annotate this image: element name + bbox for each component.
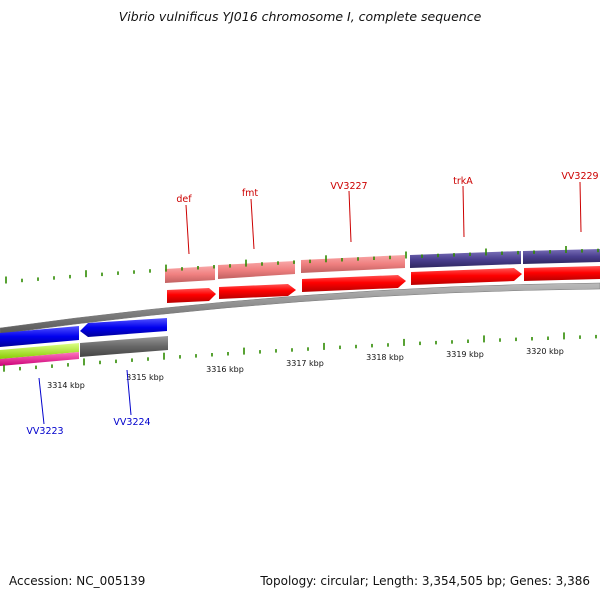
position-label: 3320 kbp bbox=[526, 347, 564, 356]
gene-feature[interactable] bbox=[301, 255, 405, 273]
label-leader-line bbox=[250, 198, 255, 250]
position-labels: 3314 kbp 3315 kbp 3316 kbp 3317 kbp 3318… bbox=[47, 347, 564, 390]
cds-arrow[interactable] bbox=[219, 284, 296, 299]
reverse-gene-labels: VV3223 VV3224 bbox=[26, 369, 151, 437]
map-title: Vibrio vulnificus YJ016 chromosome I, co… bbox=[118, 9, 482, 24]
lower-tick-marks bbox=[3, 332, 597, 372]
position-label: 3315 kbp bbox=[126, 373, 164, 382]
gene-label-vv3227[interactable]: VV3227 bbox=[330, 181, 367, 192]
label-leader-line bbox=[38, 377, 45, 425]
position-label: 3314 kbp bbox=[47, 381, 85, 390]
accession-text: Accession: NC_005139 bbox=[9, 574, 146, 588]
forward-cds-track bbox=[167, 266, 600, 303]
gene-feature[interactable] bbox=[80, 336, 168, 357]
gene-label-trka[interactable]: trkA bbox=[453, 176, 473, 187]
label-leader-line bbox=[579, 181, 582, 233]
gene-feature[interactable] bbox=[218, 261, 295, 279]
label-leader-line bbox=[126, 369, 132, 416]
cds-arrow[interactable] bbox=[167, 288, 216, 303]
sequence-summary: Topology: circular; Length: 3,354,505 bp… bbox=[260, 574, 590, 588]
reverse-feature-track bbox=[0, 318, 168, 366]
cds-arrow[interactable] bbox=[411, 268, 522, 285]
position-label: 3318 kbp bbox=[366, 353, 404, 362]
position-label: 3317 kbp bbox=[286, 359, 324, 368]
forward-gene-labels: def fmt VV3227 trkA VV3229 bbox=[176, 171, 599, 255]
gene-label-def[interactable]: def bbox=[176, 194, 192, 205]
label-leader-line bbox=[348, 190, 352, 243]
gene-label-vv3224[interactable]: VV3224 bbox=[113, 417, 150, 428]
label-leader-line bbox=[462, 185, 465, 238]
sequence-backbone bbox=[0, 282, 600, 335]
cds-arrow[interactable] bbox=[0, 326, 79, 347]
cds-arrow[interactable] bbox=[80, 318, 167, 337]
gene-feature[interactable] bbox=[410, 251, 521, 268]
gene-feature[interactable] bbox=[165, 266, 215, 283]
position-label: 3319 kbp bbox=[446, 350, 484, 359]
gene-feature[interactable] bbox=[0, 352, 79, 366]
forward-gene-track bbox=[165, 249, 600, 283]
label-leader-line bbox=[185, 204, 190, 255]
cds-arrow[interactable] bbox=[302, 275, 406, 292]
gene-label-fmt[interactable]: fmt bbox=[242, 188, 259, 199]
position-label: 3316 kbp bbox=[206, 365, 244, 374]
gene-feature[interactable] bbox=[523, 249, 600, 264]
gene-label-vv3229[interactable]: VV3229 bbox=[561, 171, 598, 182]
cds-arrow[interactable] bbox=[524, 266, 600, 281]
upper-tick-marks bbox=[5, 246, 599, 284]
gene-label-vv3223[interactable]: VV3223 bbox=[26, 426, 63, 437]
gene-feature[interactable] bbox=[0, 343, 79, 359]
